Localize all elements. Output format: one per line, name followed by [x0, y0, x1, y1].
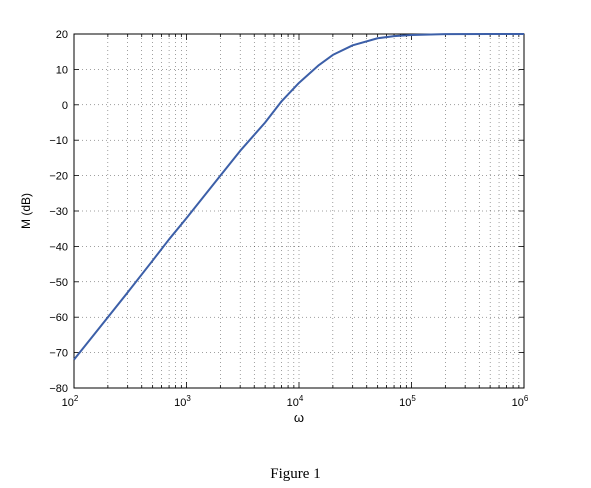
y-tick-label: −60	[49, 312, 68, 324]
y-tick-label: −70	[49, 348, 68, 360]
y-tick-label: −40	[49, 241, 68, 253]
x-tick-label: 105	[399, 394, 416, 409]
y-tick-label: −20	[49, 171, 68, 183]
y-tick-label: 10	[56, 64, 68, 76]
x-tick-label: 102	[62, 394, 79, 409]
y-axis-label: M (dB)	[19, 193, 33, 229]
ticks-layer: 102 103 104 105 106 20 10 0 −10 −20 −30 −40 −50 −60 −7…	[49, 29, 529, 409]
y-tick-label: −50	[49, 277, 68, 289]
y-tick-label: −80	[49, 383, 68, 395]
x-axis-label: ω	[294, 410, 304, 425]
x-tick-label: 106	[512, 394, 529, 409]
y-tick-label: −10	[49, 135, 68, 147]
y-tick-label: 20	[56, 29, 68, 41]
figure-caption: Figure 1	[270, 466, 321, 482]
x-tick-label: 104	[287, 394, 304, 409]
x-tick-label: 103	[174, 394, 191, 409]
grid-layer	[74, 34, 524, 388]
y-tick-label: −30	[49, 206, 68, 218]
y-tick-label: 0	[62, 100, 68, 112]
series-layer	[73, 33, 524, 361]
series-line	[73, 33, 524, 361]
